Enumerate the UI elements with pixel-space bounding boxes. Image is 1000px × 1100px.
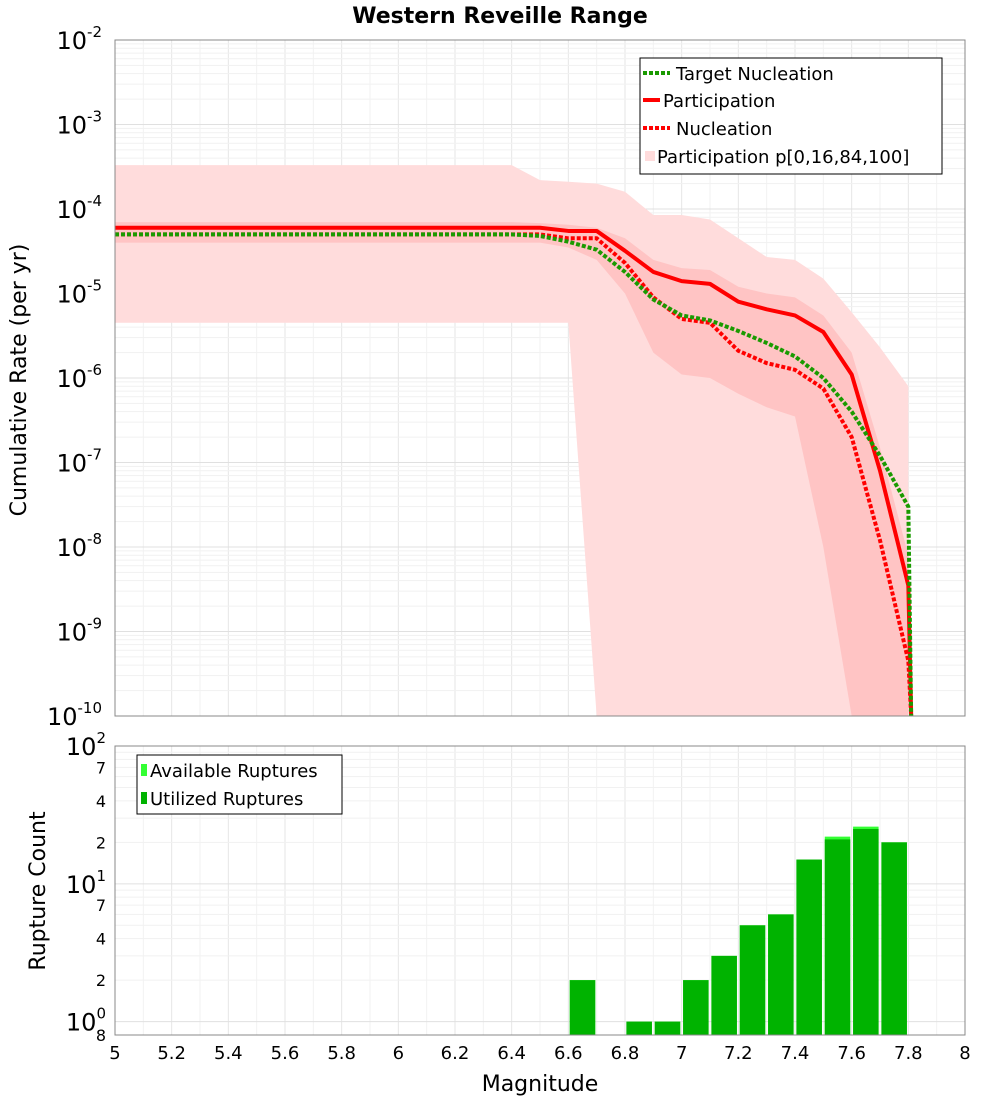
top-y-tick-label: 10-9 <box>56 615 102 647</box>
bottom-y-axis-label: Rupture Count <box>26 811 51 971</box>
x-axis-label: Magnitude <box>482 1072 599 1097</box>
band-p16-p84 <box>115 222 909 716</box>
x-tick-label: 5.8 <box>327 1043 356 1064</box>
target-nucleation-line <box>115 232 914 717</box>
legend-swatch-utilized <box>141 792 147 804</box>
bottom-y-tick-major: 101 <box>66 867 106 899</box>
legend-swatch-participation-band <box>645 151 655 161</box>
legend-label-utilized: Utilized Ruptures <box>150 789 303 810</box>
utilized-bar <box>853 828 879 1035</box>
legend-label-available: Available Ruptures <box>150 761 318 782</box>
x-tick-label: 7.6 <box>837 1043 866 1064</box>
utilized-bar <box>683 980 709 1035</box>
utilized-bar <box>711 955 737 1035</box>
top-y-tick-label: 10-2 <box>56 23 102 55</box>
bottom-y-tick-major: 102 <box>66 729 106 761</box>
bottom-y-tick-minor: 2 <box>96 971 106 990</box>
x-tick-label: 7.8 <box>894 1043 923 1064</box>
utilized-bar <box>569 980 596 1035</box>
legend-swatch-available <box>141 764 147 776</box>
bottom-gridlines <box>114 746 966 1035</box>
rate-lines <box>115 225 914 717</box>
top-y-tick-label: 10-7 <box>56 446 102 478</box>
x-tick-label: 6 <box>393 1043 404 1064</box>
participation-bands <box>115 165 909 717</box>
legend-label-nucleation: Nucleation <box>676 119 772 140</box>
legend-label-participation: Participation <box>663 91 775 112</box>
x-tick-label: 7.4 <box>781 1043 810 1064</box>
bottom-legend-box <box>136 754 343 815</box>
rupture-bars <box>569 826 907 1035</box>
top-y-tick-label: 10-8 <box>56 530 102 562</box>
top-y-tick-label: 10-6 <box>56 361 102 393</box>
bottom-legend: Available Ruptures Utilized Ruptures <box>136 754 343 815</box>
utilized-bar <box>881 842 907 1035</box>
x-tick-label: 5.4 <box>214 1043 243 1064</box>
x-tick-labels: 5 5.2 5.4 5.6 5.8 6 6.2 6.4 6.6 6.8 7 7.2 7.4 7.6 7.8 8 <box>109 1043 970 1064</box>
bottom-y-tick-minor: 7 <box>96 896 106 915</box>
x-tick-label: 5.6 <box>271 1043 300 1064</box>
utilized-bar <box>626 1021 652 1035</box>
bottom-y-tick-minor: 8 <box>96 1026 106 1045</box>
bottom-y-tick-minor: 2 <box>96 833 106 852</box>
x-tick-label: 8 <box>959 1043 970 1064</box>
bottom-y-tick-minor: 4 <box>96 792 106 811</box>
utilized-bar <box>654 1021 681 1035</box>
top-plot-frame <box>114 39 966 717</box>
top-legend-box <box>639 57 943 175</box>
top-y-tick-labels: 10-10 10-9 10-8 10-7 10-6 10-5 10-4 10-3 10-2 <box>47 23 102 731</box>
top-legend: Target Nucleation Participation Nucleati… <box>639 57 943 175</box>
nucleation-line <box>115 232 914 717</box>
x-tick-label: 6.2 <box>441 1043 470 1064</box>
utilized-bar <box>824 839 851 1035</box>
bottom-y-tick-labels: 100 101 102 8 2 4 7 2 4 7 <box>66 729 106 1045</box>
legend-label-target-nucleation: Target Nucleation <box>675 64 834 85</box>
top-y-axis-label: Cumulative Rate (per yr) <box>7 244 32 517</box>
x-tick-label: 6.6 <box>554 1043 583 1064</box>
top-y-tick-label: 10-5 <box>56 277 102 309</box>
bottom-y-tick-minor: 7 <box>96 758 106 777</box>
x-tick-label: 5.2 <box>157 1043 186 1064</box>
top-y-tick-label: 10-4 <box>56 192 102 224</box>
top-panel: 10-10 10-9 10-8 10-7 10-6 10-5 10-4 10-3 10-2 Cu… <box>7 23 966 731</box>
x-tick-label: 6.8 <box>611 1043 640 1064</box>
bottom-y-tick-minor: 4 <box>96 930 106 949</box>
x-tick-label: 5 <box>109 1043 120 1064</box>
bottom-plot-frame <box>114 745 966 1036</box>
utilized-bar <box>739 925 766 1035</box>
x-tick-label: 7 <box>676 1043 687 1064</box>
top-y-tick-label: 10-3 <box>56 108 102 140</box>
legend-label-participation-band: Participation p[0,16,84,100] <box>657 147 909 168</box>
utilized-bar <box>796 859 822 1035</box>
participation-line <box>115 225 914 717</box>
bottom-y-tick-major: 100 <box>66 1005 106 1037</box>
x-tick-label: 7.2 <box>724 1043 753 1064</box>
x-tick-label: 6.4 <box>497 1043 526 1064</box>
utilized-bar <box>768 914 794 1035</box>
chart-title: Western Reveille Range <box>352 4 648 29</box>
bottom-panel: 100 101 102 8 2 4 7 2 4 7 5 5.2 5.4 5.6 5.8 6 6.2 6.4 6.6… <box>26 729 971 1097</box>
top-y-tick-label: 10-10 <box>47 699 102 731</box>
